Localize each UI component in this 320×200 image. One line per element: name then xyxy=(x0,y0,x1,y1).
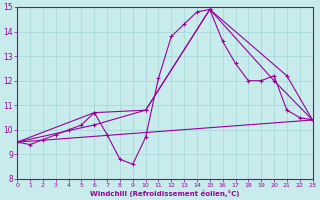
X-axis label: Windchill (Refroidissement éolien,°C): Windchill (Refroidissement éolien,°C) xyxy=(90,190,240,197)
